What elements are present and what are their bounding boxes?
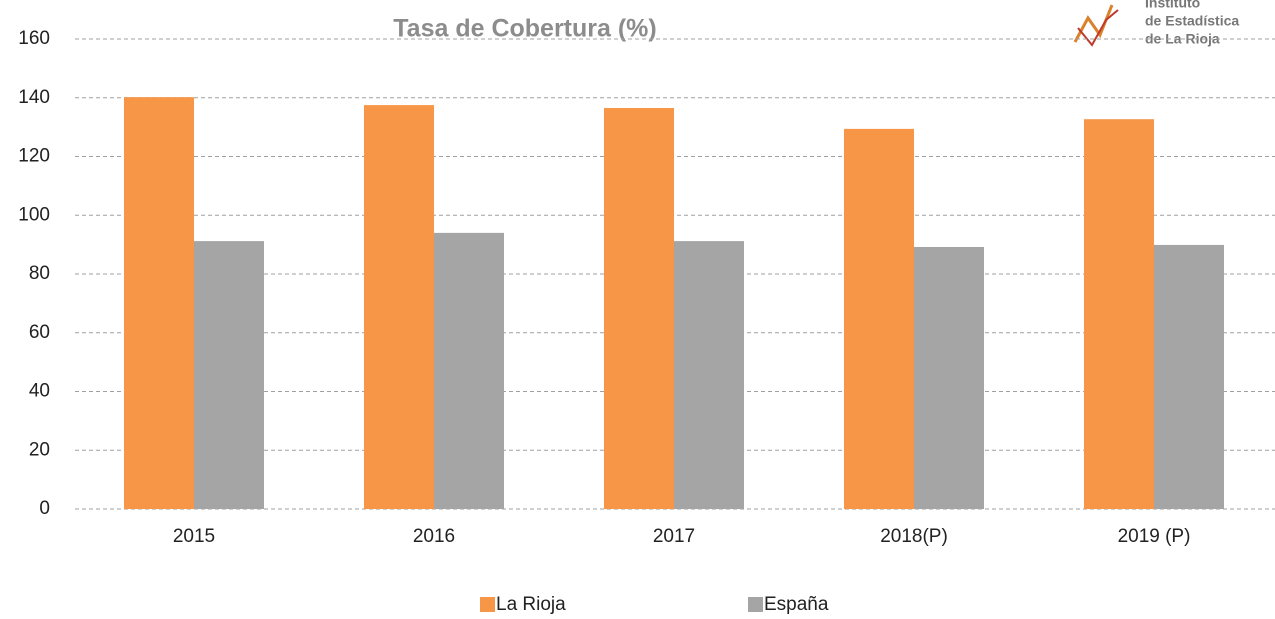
- bar: [604, 108, 674, 509]
- bar: [844, 128, 914, 509]
- x-tick-label: 2019 (P): [1118, 526, 1191, 547]
- bar: [364, 105, 434, 509]
- y-tick-label: 80: [29, 263, 50, 284]
- bar: [1154, 244, 1224, 509]
- logo-text: de Estadística: [1145, 13, 1239, 29]
- bar: [194, 241, 264, 509]
- y-tick-label: 40: [29, 381, 50, 402]
- x-tick-label: 2015: [173, 526, 215, 547]
- x-tick-label: 2018(P): [880, 526, 948, 547]
- x-tick-label: 2017: [653, 526, 695, 547]
- bar: [674, 241, 744, 509]
- y-tick-label: 0: [39, 498, 50, 519]
- bar: [434, 232, 504, 509]
- x-tick-label: 2016: [413, 526, 455, 547]
- legend-label: La Rioja: [496, 594, 566, 615]
- y-tick-label: 140: [18, 87, 50, 108]
- y-tick-label: 120: [18, 146, 50, 167]
- logo-text: Instituto: [1145, 0, 1200, 11]
- y-tick-label: 60: [29, 322, 50, 343]
- chart-title: Tasa de Cobertura (%): [393, 15, 656, 43]
- legend-swatch: [480, 597, 495, 612]
- bar: [124, 97, 194, 509]
- bar: [914, 246, 984, 509]
- bar: [1084, 119, 1154, 509]
- logo: Instituto de Estadística de La Rioja: [1073, 0, 1239, 47]
- y-tick-label: 100: [18, 204, 50, 225]
- logo-icon: [1077, 9, 1119, 47]
- legend-label: España: [764, 594, 829, 615]
- y-tick-label: 160: [18, 28, 50, 49]
- legend-swatch: [748, 597, 763, 612]
- logo-icon: [1073, 4, 1114, 43]
- y-tick-label: 20: [29, 439, 50, 460]
